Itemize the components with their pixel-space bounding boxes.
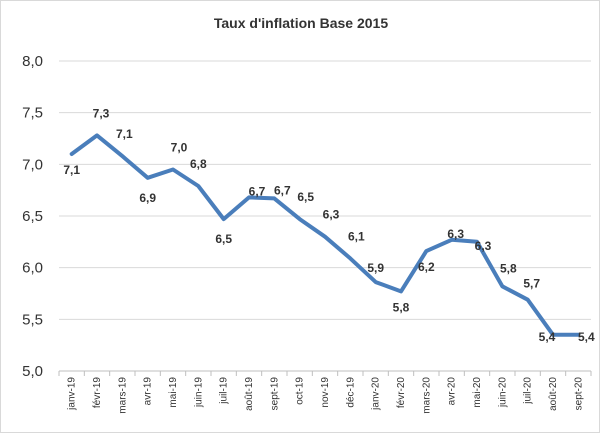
x-tick-label: mars-19 [117,377,128,414]
x-tick-label: nov-19 [320,377,331,408]
data-label: 7,0 [171,141,188,155]
y-tick-label: 8,0 [22,53,43,70]
data-label: 5,8 [500,261,517,275]
data-label: 6,8 [190,157,207,171]
data-label: 5,7 [523,277,540,291]
data-label: 6,5 [297,190,314,204]
x-tick-label: août-20 [548,377,559,411]
x-tick-label: mars-20 [421,377,432,414]
series-line [69,133,581,337]
x-tick-label: févr-19 [92,377,103,409]
x-tick-label: janv-19 [67,377,78,411]
y-tick-label: 6,5 [22,208,43,225]
x-tick-label: sept-20 [573,377,584,411]
data-label: 6,7 [249,184,266,198]
x-tick-label: juil-19 [219,377,230,405]
data-label: 5,8 [393,300,410,314]
data-label: 6,3 [475,239,492,253]
data-label: 7,1 [116,127,133,141]
data-label: 7,3 [93,106,110,120]
x-tick-label: avr-20 [447,377,458,406]
data-label: 5,4 [539,330,556,344]
data-label: 6,3 [447,227,464,241]
chart-title: Taux d'inflation Base 2015 [213,15,389,31]
x-tick-label: juil-20 [523,377,534,405]
data-label: 6,3 [323,208,340,222]
y-tick-label: 7,5 [22,105,43,122]
data-label: 6,9 [139,191,156,205]
y-tick-label: 5,0 [22,363,43,380]
data-label: 6,5 [215,232,232,246]
x-tick-label: mai-19 [168,377,179,408]
x-tick-label: mai-20 [472,377,483,408]
x-tick-label: janv-20 [371,377,382,411]
data-label: 7,1 [63,163,80,177]
y-tick-label: 7,0 [22,156,43,173]
x-tick-label: juin-20 [497,377,508,408]
x-tick-label: févr-20 [396,377,407,409]
y-tick-label: 5,5 [22,311,43,328]
data-label: 6,2 [418,260,435,274]
x-tick-label: juin-19 [193,377,204,408]
data-label: 5,4 [578,330,595,344]
x-tick-label: août-19 [244,377,255,411]
data-label: 5,9 [367,261,384,275]
x-tick-label: avr-19 [143,377,154,406]
x-tick-label: déc-19 [345,377,356,408]
x-tick-label: oct-19 [295,377,306,405]
y-tick-label: 6,0 [22,260,43,277]
data-label: 6,7 [274,183,291,197]
data-label: 6,1 [348,229,365,243]
x-tick-label: sept-19 [269,377,280,411]
